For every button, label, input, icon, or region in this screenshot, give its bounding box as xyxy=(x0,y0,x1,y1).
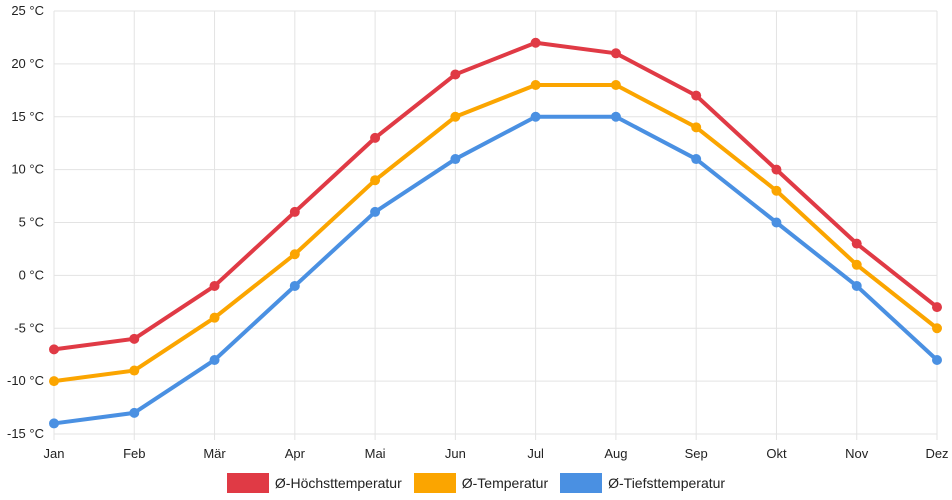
data-point-avg[interactable] xyxy=(450,111,461,122)
x-tick-label: Jun xyxy=(445,446,466,461)
data-point-avg[interactable] xyxy=(129,365,140,376)
data-point-max[interactable] xyxy=(610,48,621,59)
x-tick-label: Apr xyxy=(285,446,306,461)
x-tick-label: Nov xyxy=(845,446,869,461)
series-line-avg xyxy=(52,83,939,384)
legend-swatch-max xyxy=(226,473,269,493)
y-tick-label: 20 °C xyxy=(11,56,44,71)
data-point-min[interactable] xyxy=(209,354,220,365)
x-tick-label: Sep xyxy=(685,446,708,461)
data-point-min[interactable] xyxy=(610,111,621,122)
legend-item-avg[interactable]: Ø-Temperatur xyxy=(413,473,549,493)
series-avg xyxy=(49,80,942,387)
grid xyxy=(53,10,938,440)
data-point-min[interactable] xyxy=(289,280,300,291)
legend-item-min[interactable]: Ø-Tiefsttemperatur xyxy=(560,473,725,493)
data-point-avg[interactable] xyxy=(932,323,942,334)
data-point-avg[interactable] xyxy=(49,376,59,387)
y-tick-label: -15 °C xyxy=(7,426,44,441)
data-point-max[interactable] xyxy=(851,238,862,249)
y-tick-label: 5 °C xyxy=(19,215,44,230)
data-point-max[interactable] xyxy=(771,164,782,175)
data-point-min[interactable] xyxy=(851,280,862,291)
data-point-min[interactable] xyxy=(49,418,59,429)
legend-label-min: Ø-Tiefsttemperatur xyxy=(608,475,726,491)
y-tick-label: -5 °C xyxy=(14,320,44,335)
data-point-max[interactable] xyxy=(49,344,59,355)
data-point-avg[interactable] xyxy=(289,249,300,260)
y-tick-label: 10 °C xyxy=(11,162,44,177)
legend-label-max: Ø-Höchsttemperatur xyxy=(274,475,402,491)
x-tick-label: Jul xyxy=(527,446,544,461)
data-point-max[interactable] xyxy=(932,302,942,313)
chart-canvas: 25 °C 20 °C 15 °C 10 °C 5 °C 0 °C -5 °C -10 °C -… xyxy=(7,3,949,461)
data-point-min[interactable] xyxy=(129,407,140,418)
data-point-max[interactable] xyxy=(450,69,461,80)
data-point-avg[interactable] xyxy=(691,122,702,133)
data-point-max[interactable] xyxy=(530,37,541,48)
data-point-avg[interactable] xyxy=(610,80,621,91)
series-line-max xyxy=(52,40,939,352)
data-point-max[interactable] xyxy=(129,333,140,344)
data-point-max[interactable] xyxy=(289,206,300,217)
y-tick-label: 15 °C xyxy=(11,109,44,124)
x-tick-label: Feb xyxy=(123,446,145,461)
data-point-min[interactable] xyxy=(691,154,702,165)
y-axis-ticks: 25 °C 20 °C 15 °C 10 °C 5 °C 0 °C -5 °C -10 °C -… xyxy=(7,3,44,441)
legend-item-max[interactable]: Ø-Höchsttemperatur xyxy=(226,473,402,493)
data-point-avg[interactable] xyxy=(771,185,782,196)
data-point-avg[interactable] xyxy=(530,80,541,91)
data-point-max[interactable] xyxy=(370,132,381,143)
data-point-min[interactable] xyxy=(530,111,541,122)
y-tick-label: 25 °C xyxy=(11,3,44,18)
x-tick-label: Dez xyxy=(925,446,948,461)
legend-label-avg: Ø-Temperatur xyxy=(461,475,549,491)
data-point-min[interactable] xyxy=(771,217,782,228)
x-tick-label: Jan xyxy=(44,446,65,461)
x-tick-label: Okt xyxy=(766,446,787,461)
legend-swatch-min xyxy=(560,473,603,493)
series-max xyxy=(49,37,942,355)
series-line-min xyxy=(52,114,939,426)
y-tick-label: 0 °C xyxy=(19,267,44,282)
data-point-min[interactable] xyxy=(450,154,461,165)
legend: Ø-Höchsttemperatur Ø-Temperatur Ø-Tiefst… xyxy=(0,470,952,496)
data-point-max[interactable] xyxy=(691,90,702,101)
x-tick-label: Mai xyxy=(365,446,386,461)
data-point-max[interactable] xyxy=(209,280,220,291)
x-tick-label: Aug xyxy=(604,446,627,461)
series-lines xyxy=(49,37,942,429)
x-tick-label: Mär xyxy=(203,446,226,461)
data-point-min[interactable] xyxy=(932,354,942,365)
data-point-avg[interactable] xyxy=(209,312,220,323)
data-point-avg[interactable] xyxy=(370,175,381,186)
series-min xyxy=(49,111,942,429)
y-tick-label: -10 °C xyxy=(7,373,44,388)
data-point-min[interactable] xyxy=(370,206,381,217)
x-axis-ticks: Jan Feb Mär Apr Mai Jun Jul Aug Sep Okt Nov Dez xyxy=(44,446,949,461)
legend-swatch-avg xyxy=(413,473,456,493)
data-point-avg[interactable] xyxy=(851,259,862,270)
